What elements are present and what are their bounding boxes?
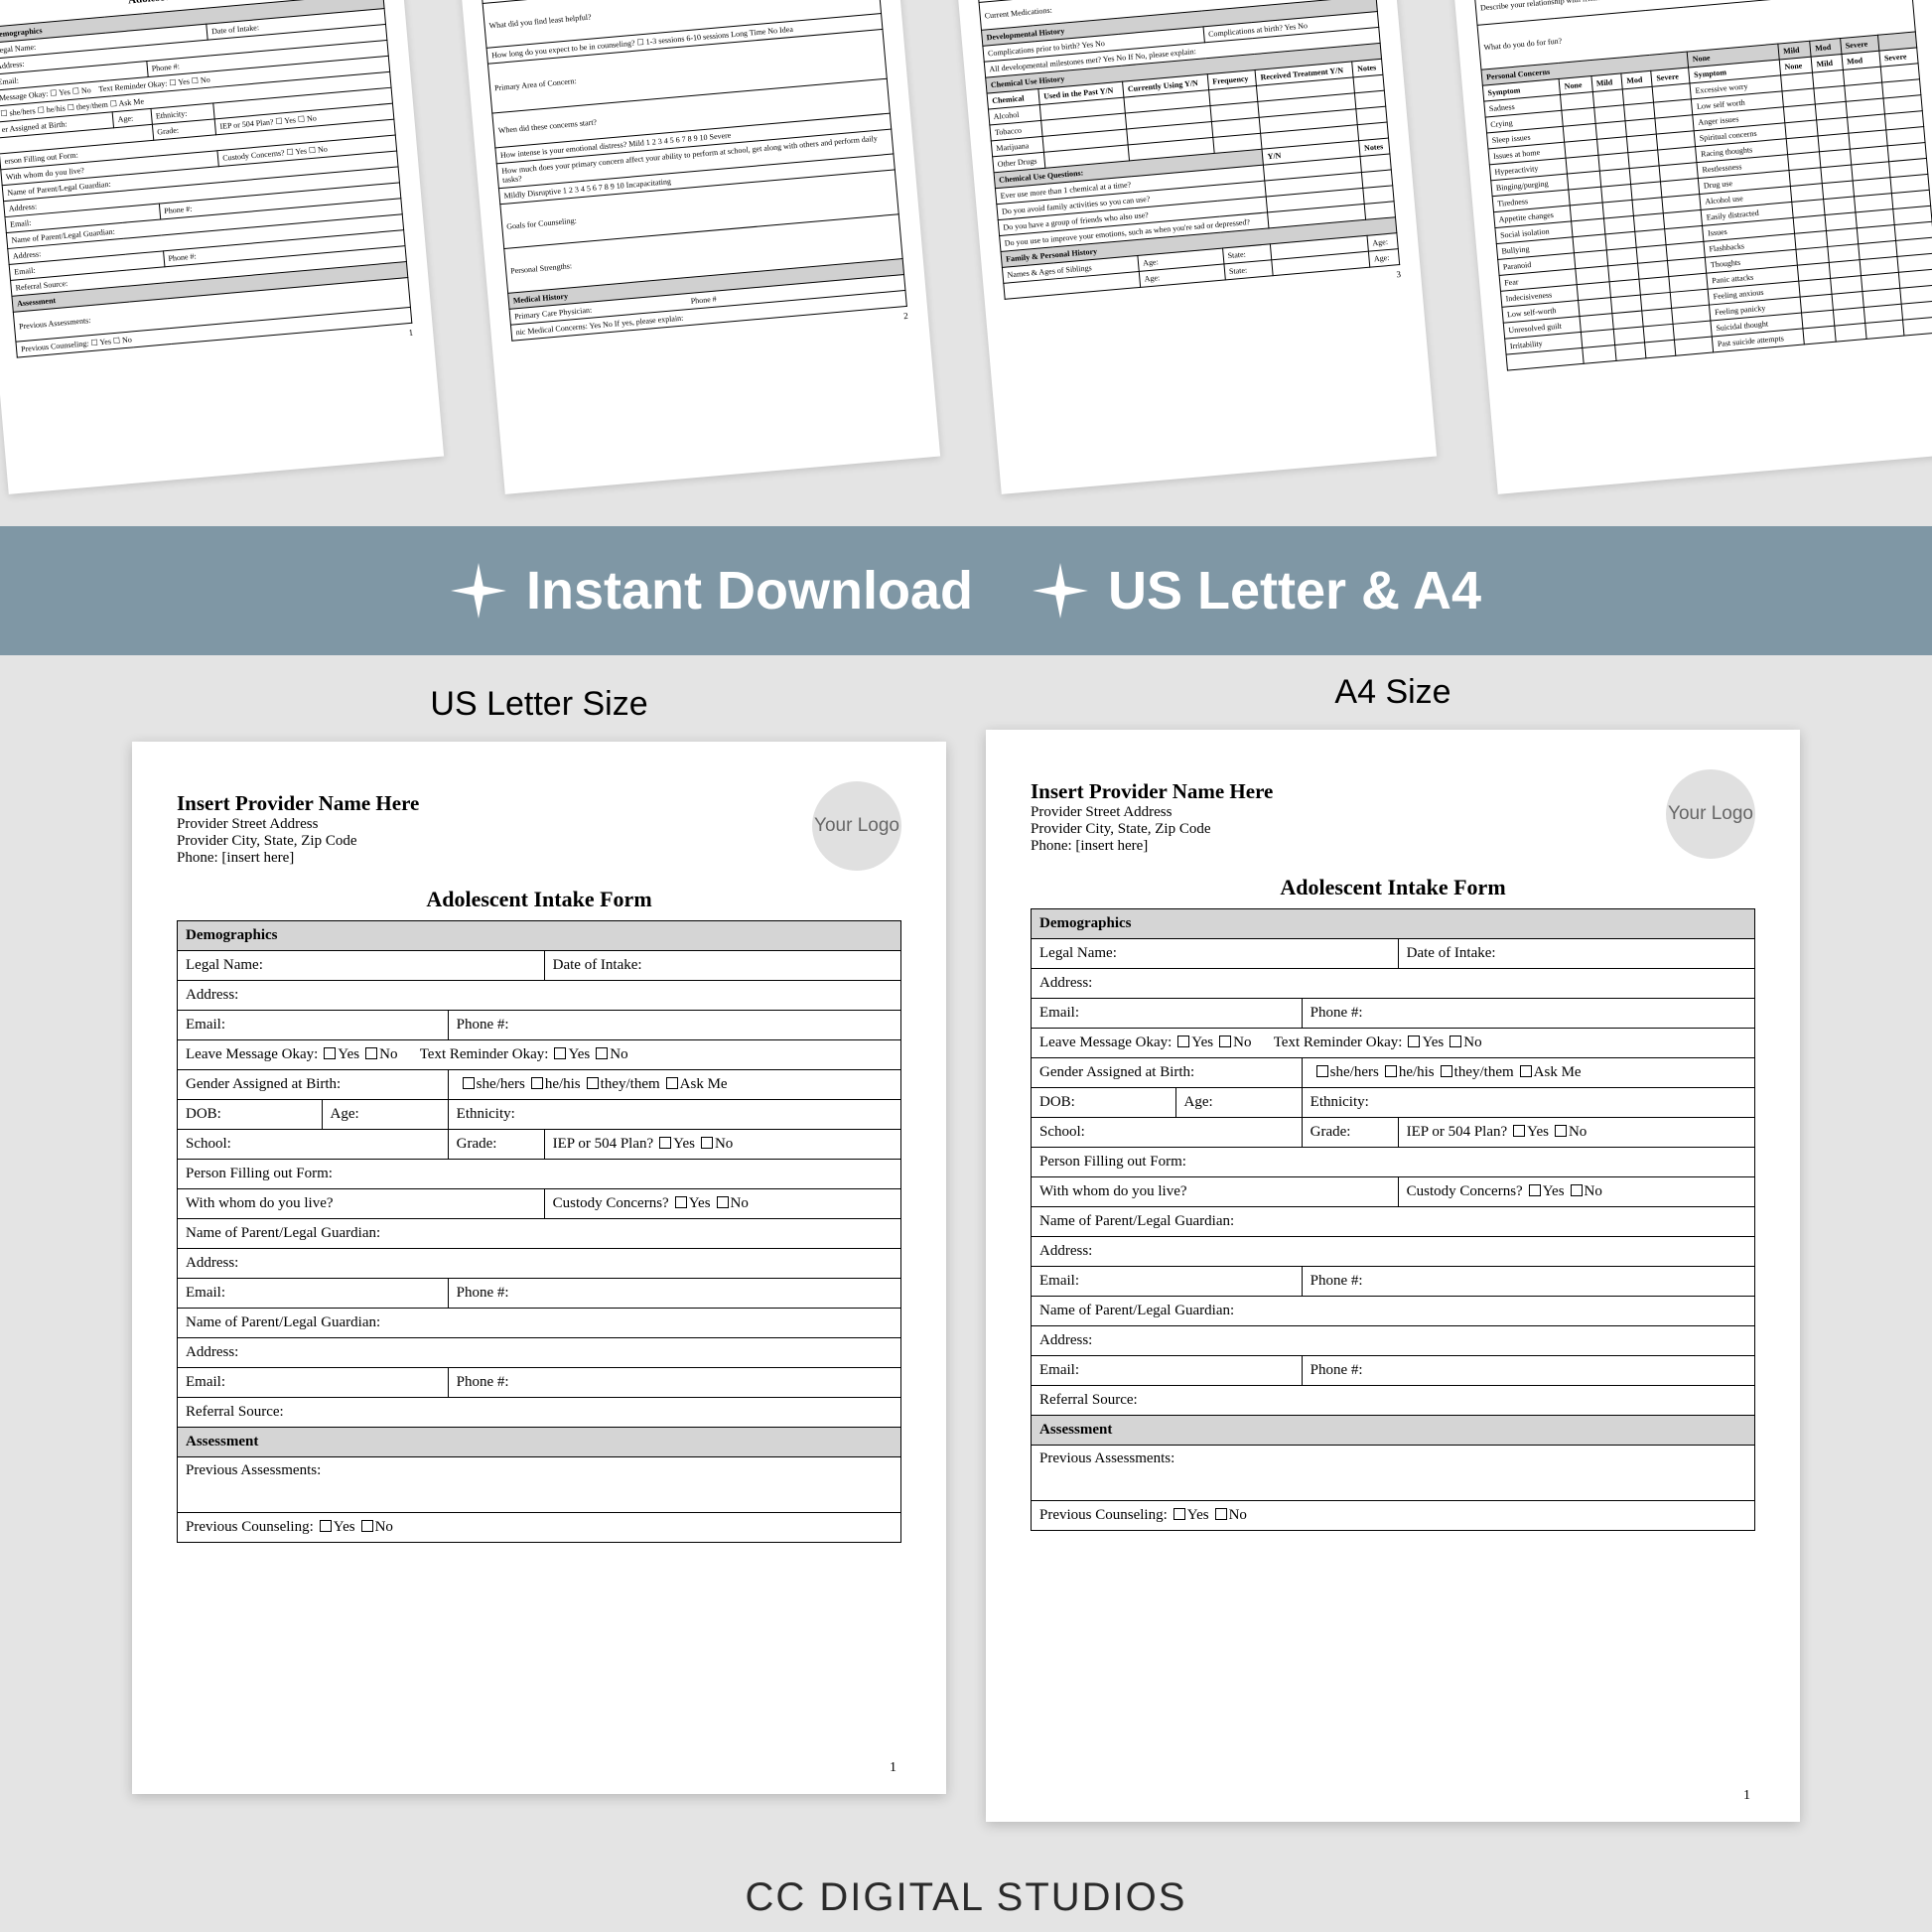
- banner-item-sizes: US Letter & A4: [1033, 560, 1481, 621]
- preview-page-3: Head Trauma/Concussions? Yes No If yes, …: [953, 0, 1437, 494]
- provider-city: Provider City, State, Zip Code: [177, 833, 901, 850]
- field-iep: IEP or 504 Plan?YesNo: [544, 1130, 900, 1160]
- provider-block: Insert Provider Name Here Provider Stree…: [177, 791, 901, 867]
- field-prev-counseling: Previous Counseling:YesNo: [178, 1513, 901, 1543]
- brand-footer: CC DIGITAL STUDIOS: [0, 1875, 1932, 1920]
- field-address: Address:: [178, 981, 901, 1011]
- field-school: School:: [178, 1130, 449, 1160]
- page-number: 1: [1743, 1788, 1750, 1804]
- sparkle-icon: [1033, 563, 1088, 619]
- field-gender: Gender Assigned at Birth:: [178, 1070, 449, 1100]
- field-ethnicity: Ethnicity:: [448, 1100, 900, 1130]
- field-guardian-phone-1: Phone #:: [448, 1279, 900, 1309]
- field-pronouns: she/hershe/histhey/themAsk Me: [448, 1070, 900, 1100]
- banner-text-right: US Letter & A4: [1108, 560, 1481, 621]
- a4-column: A4 Size Your Logo Insert Provider Name H…: [986, 673, 1800, 1822]
- preview-page-1: Your Logo vider Name Here Address tate, …: [0, 0, 444, 494]
- provider-street: Provider Street Address: [1031, 804, 1755, 821]
- banner-text-left: Instant Download: [526, 560, 973, 621]
- a4-form-page: Your Logo Insert Provider Name Here Prov…: [986, 730, 1800, 1822]
- sparkle-icon: [451, 563, 506, 619]
- field-phone: Phone #:: [448, 1011, 900, 1040]
- provider-street: Provider Street Address: [177, 816, 901, 833]
- section-assessment: Assessment: [178, 1428, 901, 1457]
- field-date-intake: Date of Intake:: [544, 951, 900, 981]
- intake-table: Demographics Legal Name:Date of Intake: …: [177, 920, 901, 1543]
- logo-placeholder: Your Logo: [812, 781, 901, 871]
- field-guardian-email-2: Email:: [178, 1368, 449, 1398]
- bottom-comparison: US Letter Size Your Logo Insert Provider…: [0, 655, 1932, 1822]
- letter-form-page: Your Logo Insert Provider Name Here Prov…: [132, 742, 946, 1794]
- field-referral: Referral Source:: [178, 1398, 901, 1428]
- provider-name: Insert Provider Name Here: [177, 791, 901, 816]
- field-guardian-address-2: Address:: [178, 1338, 901, 1368]
- banner-item-download: Instant Download: [451, 560, 973, 621]
- field-grade: Grade:: [448, 1130, 544, 1160]
- field-guardian-address-1: Address:: [178, 1249, 901, 1279]
- top-preview-row: Your Logo vider Name Here Address tate, …: [0, 0, 1932, 526]
- field-age: Age:: [322, 1100, 448, 1130]
- letter-size-label: US Letter Size: [430, 685, 647, 724]
- field-email: Email:: [178, 1011, 449, 1040]
- field-dob: DOB:: [178, 1100, 323, 1130]
- a4-size-label: A4 Size: [1334, 673, 1450, 712]
- preview-page-4: Are you dating? Are you currently in a r…: [1449, 0, 1932, 494]
- provider-phone: Phone: [insert here]: [177, 850, 901, 867]
- provider-city: Provider City, State, Zip Code: [1031, 821, 1755, 838]
- logo-placeholder: Your Logo: [1666, 769, 1755, 859]
- field-person-filling: Person Filling out Form:: [178, 1160, 901, 1189]
- field-legal-name: Legal Name:: [178, 951, 545, 981]
- field-guardian-phone-2: Phone #:: [448, 1368, 900, 1398]
- field-guardian-1: Name of Parent/Legal Guardian:: [178, 1219, 901, 1249]
- preview-table: Demographics Legal Name:Date of Intake: …: [0, 0, 412, 358]
- preview-page-2: What did you find most helpful? What did…: [457, 0, 940, 494]
- page-number: 1: [890, 1760, 897, 1776]
- provider-name: Insert Provider Name Here: [1031, 779, 1755, 804]
- form-title: Adolescent Intake Form: [177, 887, 901, 912]
- field-whom-live: With whom do you live?: [178, 1189, 545, 1219]
- form-title: Adolescent Intake Form: [1031, 875, 1755, 900]
- field-guardian-email-1: Email:: [178, 1279, 449, 1309]
- letter-column: US Letter Size Your Logo Insert Provider…: [132, 685, 946, 1794]
- provider-phone: Phone: [insert here]: [1031, 838, 1755, 855]
- section-demographics: Demographics: [178, 921, 901, 951]
- field-prev-assessments: Previous Assessments:: [178, 1457, 901, 1513]
- intake-table: Demographics Legal Name:Date of Intake: …: [1031, 908, 1755, 1531]
- feature-banner: Instant Download US Letter & A4: [0, 526, 1932, 655]
- provider-block: Insert Provider Name Here Provider Stree…: [1031, 779, 1755, 855]
- field-custody: Custody Concerns?YesNo: [544, 1189, 900, 1219]
- field-guardian-2: Name of Parent/Legal Guardian:: [178, 1309, 901, 1338]
- field-leave-msg: Leave Message Okay:YesNo Text Reminder O…: [178, 1040, 901, 1070]
